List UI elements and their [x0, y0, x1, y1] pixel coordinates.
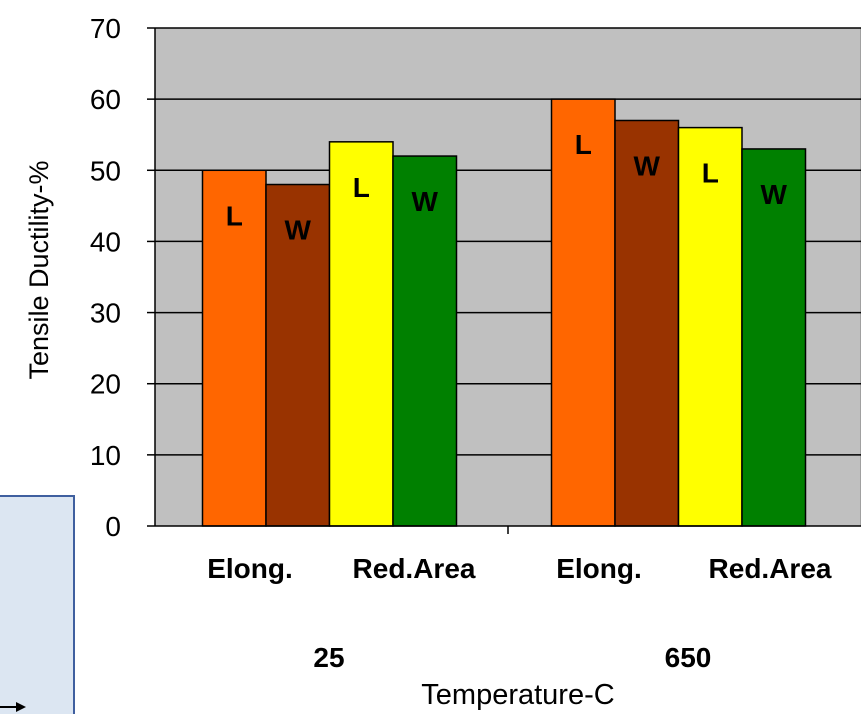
bar-letter-label: L [353, 172, 370, 203]
y-tick-label: 60 [90, 84, 121, 115]
group-label: Red.Area [709, 553, 832, 584]
y-tick-label: 70 [90, 13, 121, 44]
bar-letter-label: L [575, 129, 592, 160]
y-tick-label: 20 [90, 369, 121, 400]
bar-letters: L W L W L W L W [226, 129, 788, 245]
bar-letter-label: W [761, 179, 788, 210]
arrow-right-icon [0, 702, 26, 712]
bar [392, 155, 458, 527]
bar [328, 141, 394, 527]
bar [265, 183, 331, 527]
group-label: Elong. [207, 553, 293, 584]
bar-letter-label: W [285, 215, 312, 246]
y-ticks: 0 10 20 30 40 50 60 70 [90, 13, 155, 542]
bar-letter-label: W [634, 150, 661, 181]
group-label: Elong. [556, 553, 642, 584]
y-axis-label: Tensile Ductility-% [24, 160, 54, 379]
y-tick-label: 30 [90, 298, 121, 329]
y-tick-label: 0 [105, 511, 121, 542]
y-tick-label: 50 [90, 155, 121, 186]
bar [741, 148, 807, 527]
x-categories: Elong. Red.Area 25 Elong. Red.Area 650 [207, 526, 832, 673]
bars [201, 98, 807, 527]
bar [550, 98, 616, 527]
overlay-callout-box [0, 495, 75, 714]
bar [201, 169, 267, 527]
group-label: Red.Area [353, 553, 476, 584]
bar-letter-label: L [702, 158, 719, 189]
bar [677, 126, 743, 527]
x-axis-label: Temperature-C [421, 679, 614, 711]
y-tick-label: 10 [90, 440, 121, 471]
y-tick-label: 40 [90, 226, 121, 257]
bar [614, 119, 680, 527]
bar-letter-label: L [226, 200, 243, 231]
bar-letter-label: W [412, 186, 439, 217]
temperature-category-label: 650 [665, 642, 712, 673]
temperature-category-label: 25 [313, 642, 344, 673]
